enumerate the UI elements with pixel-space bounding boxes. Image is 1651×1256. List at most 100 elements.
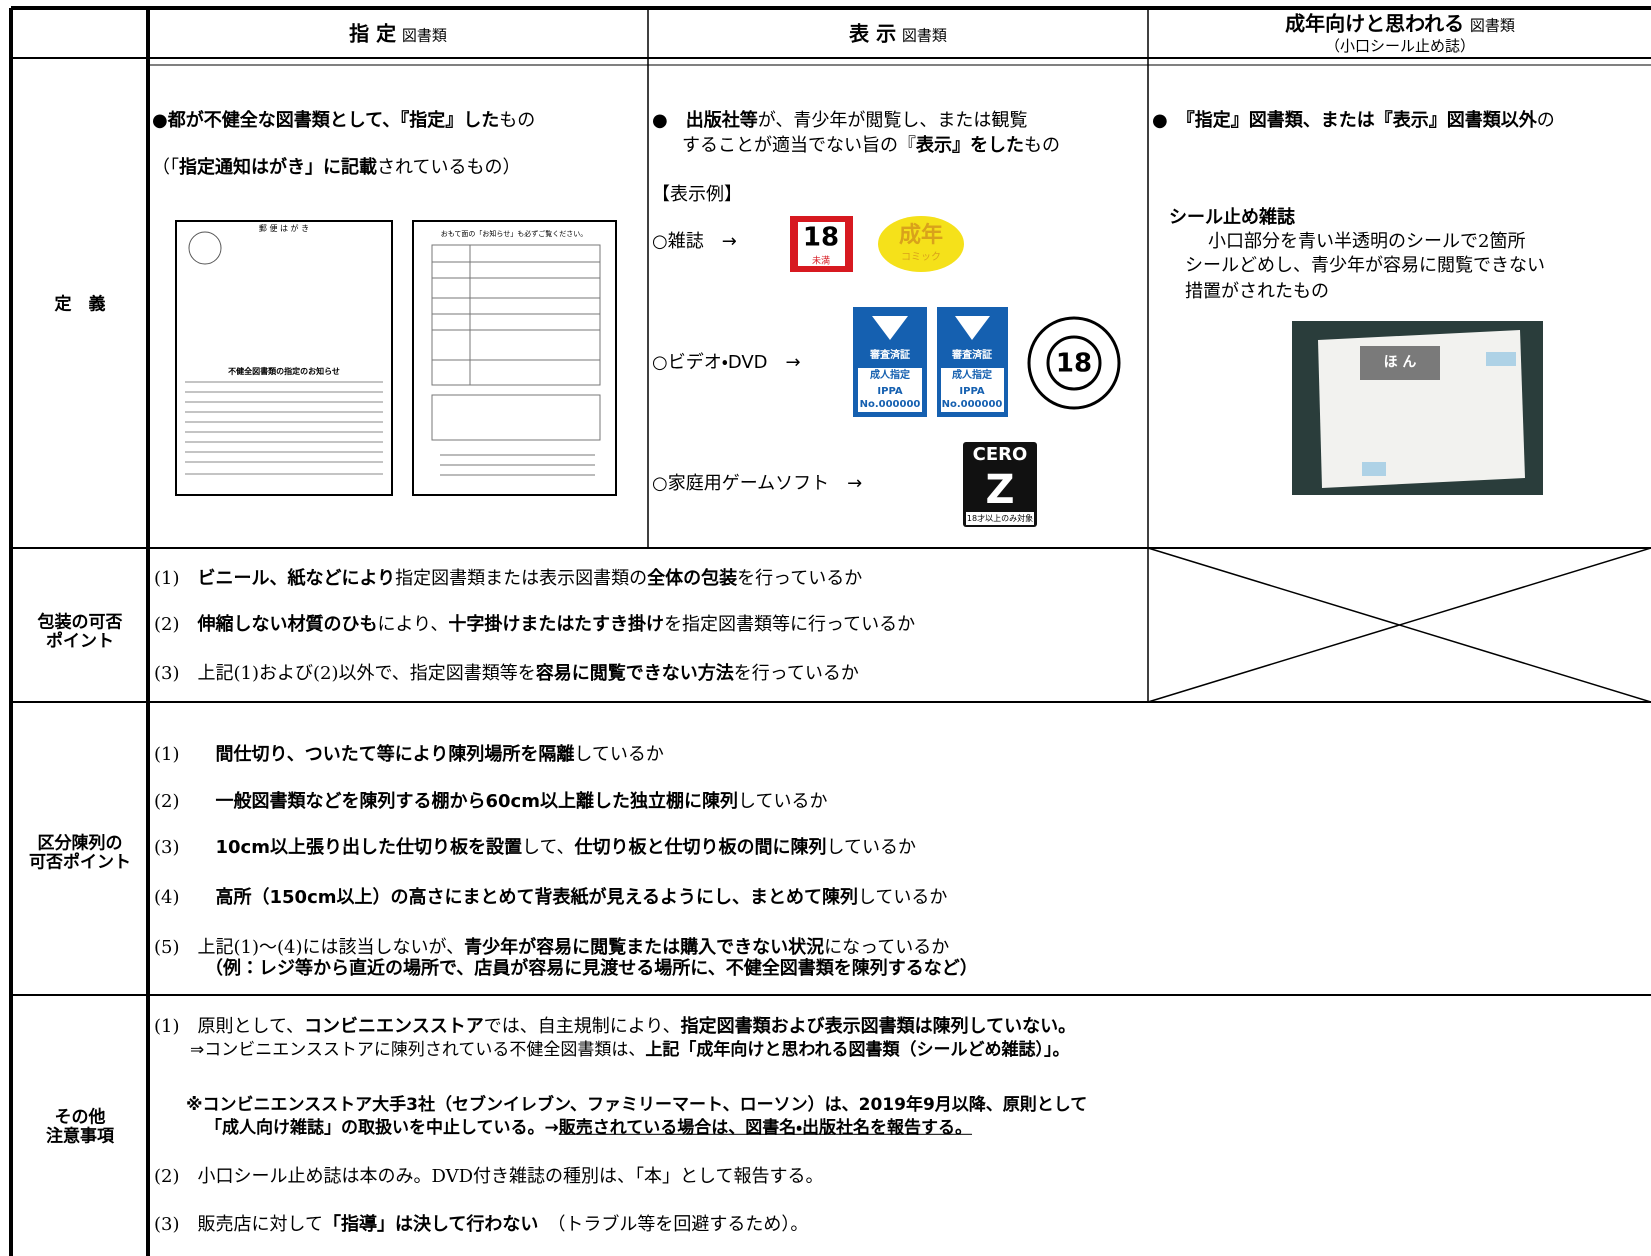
text: （「 — [152, 157, 179, 179]
text: 図書類 — [901, 26, 947, 45]
mark-text: IPPA — [877, 386, 903, 397]
text: 十字掛けまたはたすき掛け — [448, 614, 665, 636]
mark-rating-logo — [872, 316, 908, 340]
photo-label — [1360, 346, 1440, 380]
cross — [1147, 547, 1651, 703]
text: を行っているか — [737, 568, 863, 590]
item: (3) 販売店に対して「指導」は決して行わない （トラブル等を回避するため）。 — [154, 1214, 808, 1236]
mark-cero — [963, 442, 1037, 527]
mark-text: コミック — [901, 252, 941, 263]
text: しているか — [826, 837, 917, 859]
text: (4) — [154, 887, 180, 909]
text: 青少年が容易に閲覧または購入できない状況 — [464, 937, 825, 959]
mark-circle-18-inner — [1046, 335, 1102, 391]
text: して、 — [521, 837, 575, 859]
mark-text: 成年 — [898, 222, 944, 248]
photo-text: ほ ん — [1383, 354, 1417, 371]
text: 図書類 — [401, 26, 447, 45]
text: 出版社等 — [685, 110, 758, 132]
postcard-text-lines — [185, 381, 383, 475]
mark-rating-logo — [955, 316, 990, 340]
header-designated: 指 定 図書類 — [349, 22, 447, 47]
text: (5) — [154, 937, 180, 959]
text: 小口部分を青い半透明のシールで2箇所 — [1208, 231, 1526, 253]
postcard-text: 不健全図書類の指定のお知らせ — [228, 367, 340, 377]
item: (2) 一般図書類などを陳列する棚から60cm以上離した独立棚に陳列しているか — [154, 791, 827, 813]
text: ⇒コンビニエンスストアに陳列されている不健全図書類は、 — [190, 1039, 646, 1060]
mark-text: 18 — [802, 222, 840, 253]
text: 「成人向け雑誌」の取扱いを中止している。→ — [205, 1117, 559, 1138]
text: しているか — [737, 791, 828, 813]
text: により、 — [377, 614, 449, 636]
mark-text: 18 — [1055, 348, 1093, 379]
text: の — [1536, 110, 1555, 132]
note: ※コンビニエンスストア大手3社（セブンイレブン、ファミリーマート、ローソン）は、… — [186, 1094, 1088, 1115]
mark-text: 未満 — [811, 256, 831, 267]
text: 可否ポイント — [29, 852, 131, 872]
text: を行っているか — [733, 663, 859, 685]
item: (1) ビニール、紙などにより指定図書類または表示図書類の全体の包装を行っている… — [154, 568, 862, 590]
mark-cero-note-bg — [966, 512, 1034, 525]
row-label: 区分陳列の 可否ポイント — [29, 834, 131, 871]
text: 図書類 — [1469, 16, 1515, 35]
header-displayed: 表 示 図書類 — [849, 22, 947, 47]
text: 高所（150cm以上）の高さにまとめて背表紙が見えるようにし、まとめて陳列 — [215, 887, 858, 909]
postcard-back — [412, 220, 617, 496]
text: 上記(1)および(2)以外で、指定図書類等を — [197, 663, 536, 685]
header-adult-sub: （小口シール止め誌） — [1324, 37, 1476, 55]
text-line: ● 『指定』図書類、または『表示』図書類以外の — [1152, 110, 1555, 132]
text: 「指導」は決して行わない — [322, 1214, 539, 1236]
photo-seal — [1362, 462, 1386, 476]
row-label: その他 注意事項 — [46, 1108, 114, 1145]
mark-text: 成人指定 — [870, 370, 910, 381]
text: 原則として、 — [197, 1016, 305, 1038]
text: されているもの） — [377, 157, 521, 179]
text: 指定通知はがき」に記載 — [179, 157, 377, 179]
text: (3) — [154, 1214, 180, 1236]
text: もの — [1024, 135, 1060, 157]
text: ポイント — [46, 631, 114, 651]
text: ○雑誌 → — [652, 231, 737, 253]
text: 仕切り板と仕切り板の間に陳列 — [574, 837, 827, 859]
text: を指定図書類等に行っているか — [664, 614, 916, 636]
text: (3) — [154, 837, 180, 859]
mark-text: Z — [985, 467, 1015, 513]
item: (1) 原則として、コンビニエンスストアでは、自主規制により、指定図書類および表… — [154, 1016, 1076, 1038]
item: (5) 上記(1)～(4)には該当しないが、青少年が容易に閲覧または購入できない… — [154, 937, 949, 959]
text-line: （「指定通知はがき」に記載されているもの） — [152, 157, 520, 179]
text: (2) — [154, 614, 180, 636]
text: もの — [499, 110, 536, 132]
text: 小口シール止め誌は本のみ。DVD付き雑誌の種別は、「本」として報告する。 — [197, 1166, 824, 1188]
text: ○ビデオ・DVD → — [652, 352, 801, 374]
text: 一般図書類などを陳列する棚から60cm以上離した独立棚に陳列 — [215, 791, 738, 813]
text: 包装の可否 — [37, 612, 123, 633]
item-line: ⇒コンビニエンスストアに陳列されている不健全図書類は、上記「成年向けと思われる図… — [190, 1040, 1070, 1060]
text: (3) — [154, 663, 180, 685]
mark-adult-comic — [878, 216, 964, 272]
mark-text: No.000000 — [941, 399, 1003, 410]
text: ○家庭用ゲームソフト → — [652, 473, 863, 495]
text: 成年向けと思われる — [1285, 11, 1465, 36]
text: (1) — [154, 744, 180, 766]
text-line: ●都が不健全な図書類として、『指定』したもの — [152, 110, 535, 132]
postcard-table — [431, 244, 601, 476]
postcard-front — [175, 220, 393, 496]
item: (2) 伸縮しない材質のひもにより、十字掛けまたはたすき掛けを指定図書類等に行っ… — [154, 614, 915, 636]
grid-lines — [9, 6, 1651, 1256]
text: 上記(1)～(4)には該当しないが、 — [197, 937, 465, 959]
text: 区分陳列の — [37, 833, 123, 854]
text: 全体の包装 — [647, 568, 738, 590]
text: (2) — [154, 1166, 180, 1188]
text: ビニール、紙などにより — [197, 568, 396, 590]
mark-text: 成人指定 — [952, 370, 992, 381]
text: 【表示例】 — [652, 184, 742, 206]
text: 10cm以上張り出した仕切り板を設置 — [215, 837, 522, 859]
mark-18-inner — [798, 222, 845, 266]
mark-text: 18才以上のみ対象 — [966, 514, 1034, 524]
text: ● 『指定』図書類、または『表示』図書類以外 — [1152, 110, 1537, 132]
text: しているか — [857, 887, 948, 909]
item: (2) 小口シール止め誌は本のみ。DVD付き雑誌の種別は、「本」として報告する。 — [154, 1166, 824, 1188]
text: 販売店に対して — [197, 1214, 323, 1236]
text: (1) — [154, 568, 180, 590]
